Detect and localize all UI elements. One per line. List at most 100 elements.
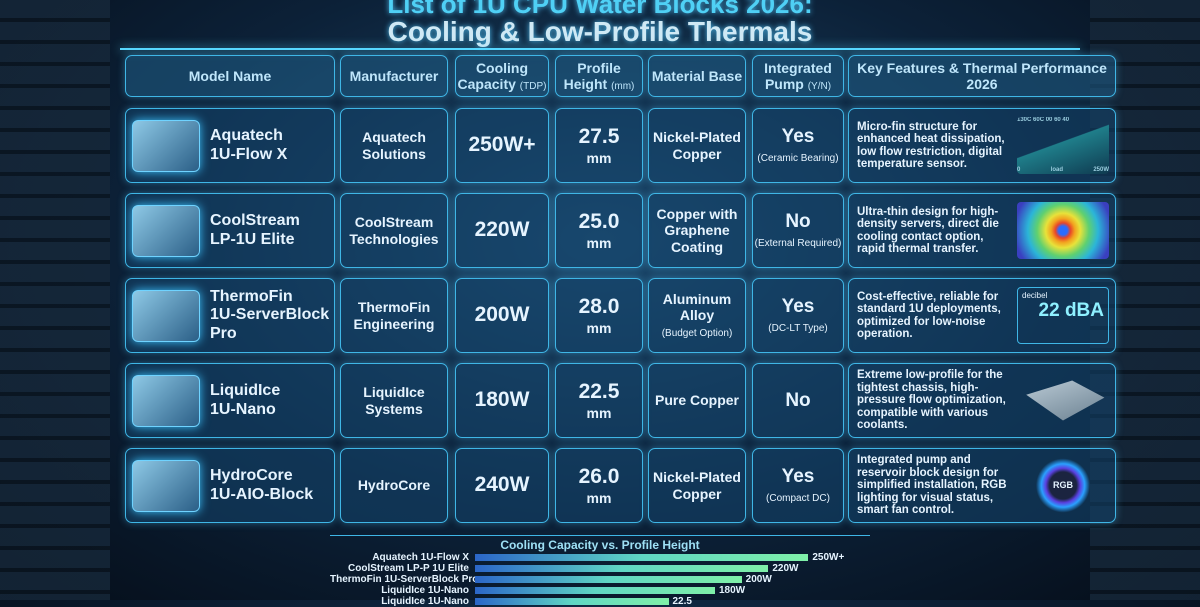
cooling-cell: 240W	[455, 448, 549, 523]
pump-note: (Compact DC)	[766, 493, 830, 505]
pump-cell: Yes (DC-LT Type)	[752, 278, 844, 353]
profile-height: 26.0	[578, 465, 620, 489]
pump-note: (DC-LT Type)	[768, 323, 828, 335]
bar-label: LiquidIce 1U-Nano	[381, 596, 469, 607]
profile-cell: 27.5 mm	[555, 108, 643, 183]
header-unit: (Y/N)	[807, 80, 832, 92]
pump-cell: Yes (Ceramic Bearing)	[752, 108, 844, 183]
profile-height: 27.5	[578, 125, 620, 149]
heatmap-image	[1017, 202, 1109, 259]
header-manufacturer: Manufacturer	[340, 55, 448, 97]
cooling-cell: 200W	[455, 278, 549, 353]
features-cell: Extreme low-profile for the tightest cha…	[848, 363, 1116, 438]
features-cell: Micro-fin structure for enhanced heat di…	[848, 108, 1116, 183]
model-variant: 1U-ServerBlock Pro	[210, 306, 330, 342]
decibel-value: 22 dBA	[1038, 299, 1104, 321]
model-name: Aquatech	[210, 127, 283, 145]
profile-unit: mm	[586, 404, 612, 421]
divider	[120, 48, 1080, 50]
rgb-block-image: RGB	[1017, 457, 1109, 514]
pump-cell: Yes (Compact DC)	[752, 448, 844, 523]
profile-unit: mm	[586, 319, 612, 336]
header-features: Key Features & Thermal Performance 2026	[848, 55, 1116, 97]
pump-status: No	[785, 211, 811, 233]
chart-bar	[475, 565, 769, 572]
chart-title: Cooling Capacity vs. Profile Height	[500, 538, 700, 552]
graph-tick: 00	[1045, 117, 1053, 123]
bar-value-label: 250W+	[812, 552, 845, 563]
material-base: Nickel-Plated Copper	[653, 469, 741, 502]
water-block-thumbnail	[132, 374, 200, 427]
bar-label: CoolStream LP-P 1U Elite	[348, 563, 469, 574]
profile-unit: mm	[586, 149, 612, 166]
profile-cell: 26.0 mm	[555, 448, 643, 523]
cooling-capacity: 220W	[474, 218, 530, 242]
chart-bar-row: LiquidIce 1U-Nano 180W	[330, 585, 870, 596]
table-row-model: CoolStream LP-1U Elite	[125, 193, 335, 268]
table-row-model: ThermoFin 1U-ServerBlock Pro	[125, 278, 335, 353]
title-line-2: Cooling & Low-Profile Thermals	[387, 16, 813, 47]
model-name: ThermoFin	[210, 287, 293, 305]
features-cell: Cost-effective, reliable for standard 1U…	[848, 278, 1116, 353]
bar-value-label: 180W	[719, 585, 746, 596]
manufacturer-cell: HydroCore	[340, 448, 448, 523]
material-base: Nickel-Plated Copper	[653, 129, 741, 162]
profile-height: 28.0	[578, 295, 620, 319]
profile-cell: 25.0 mm	[555, 193, 643, 268]
model-name: HydroCore	[210, 467, 293, 485]
temperature-graph: 130C 60C 00 60 40 0 load 250W	[1017, 117, 1109, 174]
manufacturer-cell: LiquidIce Systems	[340, 363, 448, 438]
graph-tick: 40	[1062, 117, 1070, 123]
manufacturer-cell: CoolStream Technologies	[340, 193, 448, 268]
bar-value-label: 22.5	[672, 596, 692, 607]
chart-bar-row: ThermoFin 1U-ServerBlock Pro 200W	[330, 574, 870, 585]
bar-value-label: 200W	[745, 574, 772, 585]
bar-value-label: 220W	[772, 563, 799, 574]
pump-status: No	[785, 389, 811, 411]
rgb-label: RGB	[1053, 479, 1073, 490]
graph-x-tick: load	[1050, 167, 1063, 174]
model-variant: LP-1U Elite	[210, 230, 295, 248]
feature-text: Micro-fin structure for enhanced heat di…	[857, 120, 1005, 170]
profile-unit: mm	[586, 489, 612, 506]
profile-height: 25.0	[578, 210, 620, 234]
header-label: Model Name	[188, 67, 272, 84]
table-row-model: HydroCore 1U-AIO-Block	[125, 448, 335, 523]
model-name: CoolStream	[210, 212, 300, 230]
header-profile: Profile Height (mm)	[555, 55, 643, 97]
pump-status: Yes	[781, 296, 815, 318]
graph-tick: 60C	[1033, 117, 1045, 123]
material-base: Copper with Graphene Coating	[656, 206, 738, 255]
header-pump: Integrated Pump (Y/N)	[752, 55, 844, 97]
header-label: Integrated Pump	[764, 59, 832, 92]
header-cooling: Cooling Capacity (TDP)	[455, 55, 549, 97]
header-label: Cooling Capacity	[457, 59, 529, 92]
material-base: Pure Copper	[654, 392, 739, 409]
graph-x-tick: 0	[1017, 167, 1021, 174]
manufacturer-name: CoolStream Technologies	[349, 214, 439, 247]
header-label: Profile Height	[563, 59, 621, 92]
material-cell: Aluminum Alloy (Budget Option)	[648, 278, 746, 353]
material-note: (Budget Option)	[661, 328, 733, 340]
header-material: Material Base	[648, 55, 746, 97]
header-model: Model Name	[125, 55, 335, 97]
cooling-cell: 220W	[455, 193, 549, 268]
cooling-capacity: 250W+	[468, 133, 536, 157]
header-label: Key Features & Thermal Performance 2026	[857, 59, 1107, 92]
decibel-label: decibel	[1022, 291, 1048, 300]
pump-note: (Ceramic Bearing)	[757, 153, 839, 165]
bar-chart: Cooling Capacity vs. Profile Height Aqua…	[330, 535, 870, 607]
manufacturer-name: ThermoFin Engineering	[353, 299, 435, 332]
header-unit: (TDP)	[519, 80, 547, 92]
manufacturer-cell: ThermoFin Engineering	[340, 278, 448, 353]
chart-bar-row: CoolStream LP-P 1U Elite 220W	[330, 563, 870, 574]
manufacturer-name: LiquidIce Systems	[363, 384, 425, 417]
cooling-capacity: 180W	[474, 388, 530, 412]
model-variant: 1U-Nano	[210, 400, 276, 418]
bar-label: ThermoFin 1U-ServerBlock Pro	[330, 574, 479, 585]
graph-tick: 130C	[1017, 117, 1032, 123]
cooling-cell: 180W	[455, 363, 549, 438]
water-block-image	[1026, 380, 1105, 421]
graph-x-tick: 250W	[1093, 167, 1109, 174]
cooling-cell: 250W+	[455, 108, 549, 183]
